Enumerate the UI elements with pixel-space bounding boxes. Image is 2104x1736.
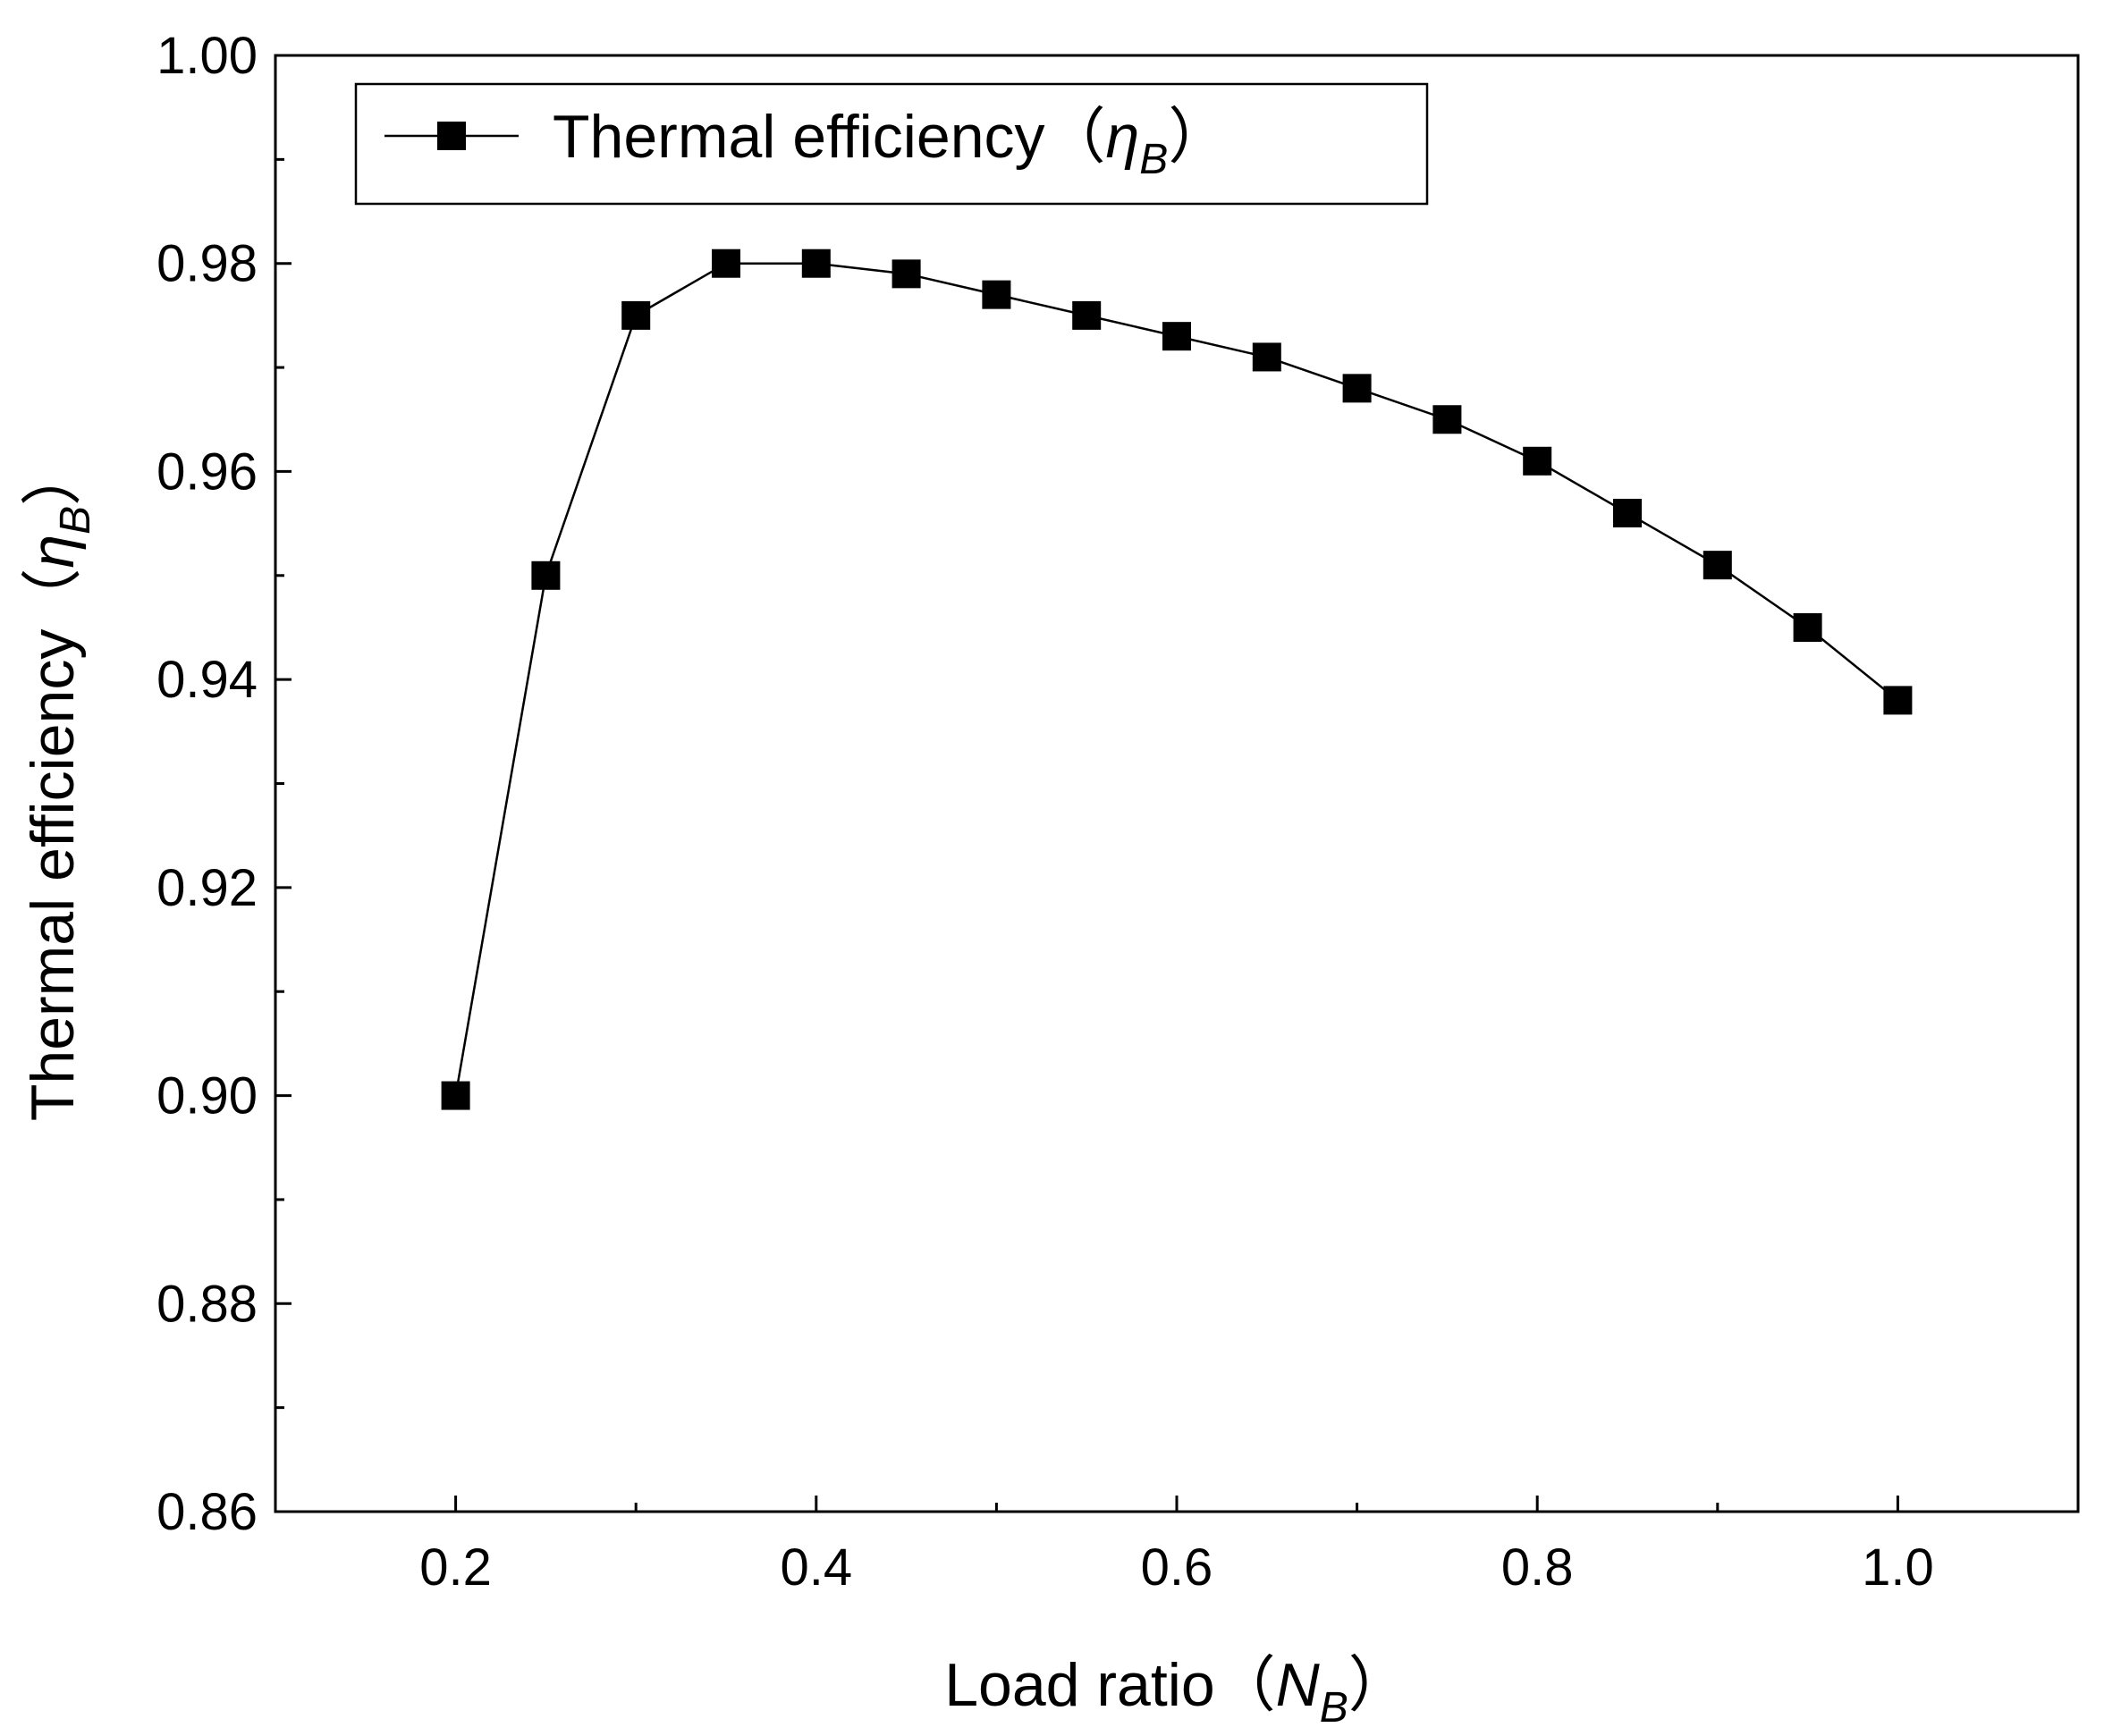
x-tick-label: 0.6 bbox=[1141, 1538, 1213, 1597]
data-point-marker bbox=[801, 249, 831, 278]
data-point-marker bbox=[441, 1081, 470, 1110]
plot-frame bbox=[274, 54, 2080, 1513]
legend-marker-square bbox=[437, 122, 466, 150]
legend-eta-symbol: η bbox=[1106, 103, 1140, 171]
legend-series-name: Thermal efficiency bbox=[553, 103, 1045, 171]
x-tick-label: 0.8 bbox=[1501, 1538, 1574, 1597]
y-tick-label: 0.86 bbox=[156, 1483, 258, 1541]
data-point-marker bbox=[1883, 686, 1913, 715]
data-point-marker bbox=[1432, 405, 1462, 434]
legend-paren-open: （ bbox=[1045, 103, 1106, 171]
x-tick-label: 0.4 bbox=[780, 1538, 852, 1597]
y-axis-title: Thermal efficiency（ηB） bbox=[19, 445, 99, 1121]
y-axis-symbol: η bbox=[19, 535, 87, 569]
y-tick-label: 0.88 bbox=[156, 1275, 258, 1333]
y-axis-subscript: B bbox=[52, 506, 99, 535]
y-axis: 0.86 0.88 0.90 0.92 0.94 0.96 0.98 1.00 bbox=[156, 27, 292, 1541]
series-layer bbox=[441, 249, 1913, 1110]
x-axis-paren-close: ） bbox=[1348, 1651, 1409, 1719]
y-tick-label: 0.92 bbox=[156, 859, 258, 917]
data-point-marker bbox=[982, 280, 1011, 309]
y-tick-label: 0.90 bbox=[156, 1067, 258, 1125]
data-point-marker bbox=[1703, 551, 1732, 580]
legend-box bbox=[354, 82, 1429, 206]
y-tick-label: 0.98 bbox=[156, 235, 258, 293]
data-point-marker bbox=[1342, 374, 1372, 403]
legend-subscript-b: B bbox=[1139, 136, 1168, 183]
x-tick-label: 1.0 bbox=[1862, 1538, 1934, 1597]
x-tick-label: 0.2 bbox=[419, 1538, 492, 1597]
data-point-marker bbox=[1793, 612, 1822, 642]
data-point-marker bbox=[1252, 342, 1281, 372]
data-point-marker bbox=[712, 249, 740, 278]
data-point-marker bbox=[1613, 498, 1642, 527]
data-point-marker bbox=[1072, 300, 1102, 330]
legend-label: Thermal efficiency（ηB） bbox=[553, 103, 1229, 183]
data-point-marker bbox=[1162, 322, 1191, 351]
y-axis-title-text: Thermal efficiency（ bbox=[19, 569, 87, 1122]
data-point-marker bbox=[621, 300, 651, 330]
data-point-marker bbox=[891, 259, 921, 289]
x-axis-title-text: Load ratio（ bbox=[944, 1651, 1275, 1719]
x-axis-symbol: N bbox=[1276, 1651, 1321, 1719]
x-axis-subscript: B bbox=[1320, 1684, 1348, 1732]
x-axis: 0.2 0.4 0.6 0.8 1.0 bbox=[274, 1496, 2080, 1597]
legend: Thermal efficiency（ηB） bbox=[354, 82, 1429, 206]
series-line bbox=[454, 262, 1899, 1096]
y-tick-label: 0.94 bbox=[156, 651, 258, 709]
data-point-marker bbox=[531, 560, 561, 590]
y-axis-paren-close: ） bbox=[19, 445, 87, 506]
x-axis-title: Load ratio（NB） bbox=[944, 1651, 1409, 1732]
legend-paren-close: ） bbox=[1168, 103, 1229, 171]
data-point-marker bbox=[1523, 446, 1552, 476]
y-tick-label: 0.96 bbox=[156, 442, 258, 501]
y-tick-label: 1.00 bbox=[156, 27, 258, 85]
